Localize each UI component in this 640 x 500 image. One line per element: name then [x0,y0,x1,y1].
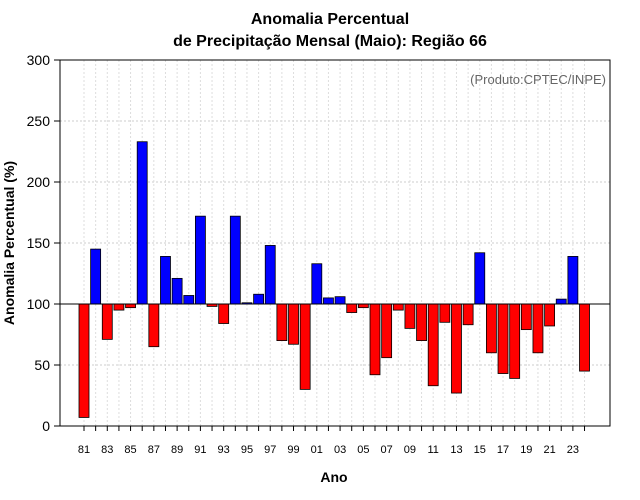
x-tick-label: 87 [148,444,160,456]
y-tick-label: 50 [34,357,50,373]
bar-18 [509,303,521,379]
y-axis: 0 50 100 150 200 250 300 [27,52,60,434]
bar-17 [497,303,509,374]
x-tick-label: 81 [78,444,90,456]
x-tick-label: 11 [427,444,438,456]
x-tick-label: 03 [334,444,346,456]
bar-08 [392,303,404,311]
x-tick-label: 89 [171,444,183,456]
bar-24 [579,303,590,372]
y-axis-label: Anomalia Percentual (%) [1,161,17,325]
bar-12 [439,303,451,323]
y-tick-label: 300 [27,52,51,68]
x-tick-label: 09 [404,444,416,456]
bar-03 [334,296,346,305]
bar-19 [520,303,532,331]
x-tick-label: 91 [194,444,206,456]
bar-11 [427,303,439,387]
bar-01 [311,263,323,305]
x-tick-label: 85 [124,444,136,456]
bar-93 [218,303,230,324]
x-tick-label: 13 [450,444,462,456]
bar-00 [299,303,311,390]
y-tick-label: 0 [42,418,50,434]
x-tick-label: 83 [101,444,113,456]
bar-96 [253,293,265,305]
x-tick-label: 19 [520,444,532,456]
y-tick-label: 200 [27,174,51,190]
x-tick-label: 99 [287,444,299,456]
bar-23 [567,256,579,305]
bar-05 [357,303,369,309]
bar-90 [183,295,195,305]
bar-87 [148,303,160,348]
bar-15 [474,252,486,305]
bar-07 [381,303,393,359]
bars [78,141,590,418]
bar-81 [78,303,90,418]
bar-98 [276,303,288,341]
bar-22 [555,298,567,305]
bar-83 [101,303,113,340]
bar-89 [171,277,183,305]
bar-09 [404,303,416,329]
bar-88 [160,256,171,305]
x-tick-label: 21 [543,444,555,456]
bar-21 [544,303,555,327]
y-tick-label: 150 [27,235,51,251]
x-axis-label: Ano [320,469,347,485]
bar-86 [136,141,148,305]
bar-04 [346,303,358,313]
x-tick-label: 15 [474,444,486,456]
chart-title-line2: de Precipitação Mensal (Maio): Região 66 [173,33,487,50]
bar-16 [485,303,497,354]
bar-10 [416,303,427,341]
y-tick-label: 250 [27,113,51,129]
bar-85 [125,303,136,309]
bar-02 [323,297,334,305]
bar-14 [462,303,474,326]
bar-82 [90,248,102,305]
y-tick-label: 100 [27,296,51,312]
bar-13 [451,303,462,394]
x-tick-label: 05 [357,444,369,456]
x-axis: 81 83 85 87 89 91 93 95 97 99 01 03 05 07 09 11 13 15 17 19… [78,426,586,456]
x-tick-label: 17 [497,444,509,456]
bar-99 [288,303,299,345]
bar-97 [264,245,276,305]
x-tick-label: 95 [241,444,253,456]
bar-91 [194,215,206,305]
x-tick-label: 01 [311,444,323,456]
x-tick-label: 07 [381,444,393,456]
chart-title-line1: Anomalia Percentual [251,11,409,28]
x-tick-label: 97 [264,444,276,456]
product-annotation: (Produto:CPTEC/INPE) [470,72,606,87]
bar-06 [369,303,381,376]
bar-20 [532,303,544,354]
bar-84 [113,303,125,311]
x-tick-label: 23 [567,444,579,456]
bar-94 [229,215,241,305]
x-tick-label: 93 [218,444,230,456]
